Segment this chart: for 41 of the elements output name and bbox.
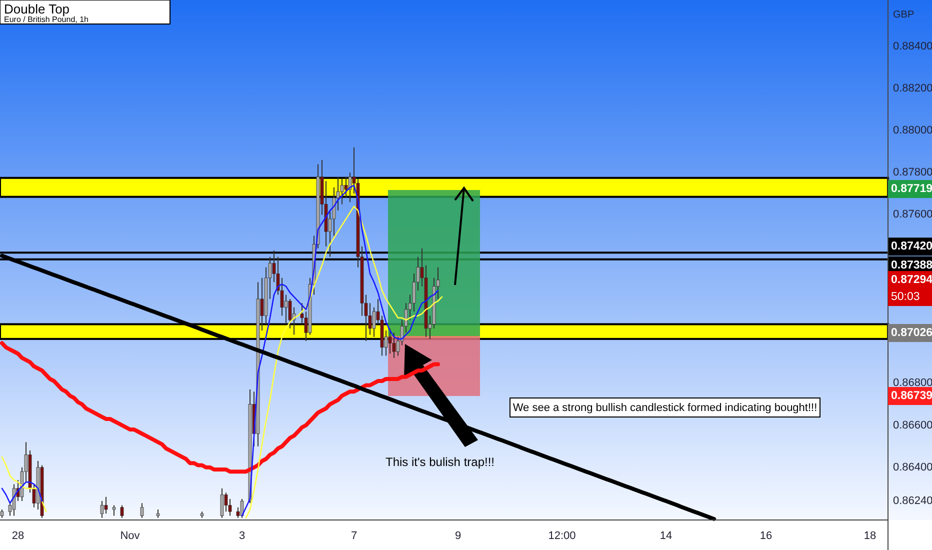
y-tick-label: 0.86240 bbox=[893, 495, 932, 508]
x-tick-label: 9 bbox=[454, 530, 462, 542]
ref-line-label: 0.87388 bbox=[891, 259, 932, 272]
y-tick-label: 0.86600 bbox=[893, 419, 932, 432]
text: 0.87026 bbox=[891, 327, 932, 339]
y-tick-label: 0.87800 bbox=[893, 166, 932, 179]
chart-title: Double Top bbox=[4, 2, 70, 16]
text: 50:03 bbox=[891, 291, 920, 303]
x-tick-label: 28 bbox=[12, 530, 24, 542]
x-tick-label: Nov bbox=[120, 530, 140, 542]
y-tick-label: 0.86400 bbox=[893, 461, 932, 474]
y-tick-label: 0.88200 bbox=[893, 82, 932, 94]
y-tick-label: 0.87600 bbox=[893, 208, 932, 221]
candlestick bbox=[140, 502, 144, 518]
candlestick bbox=[12, 484, 16, 516]
annotation: This it's bulish trap!!! bbox=[386, 455, 494, 469]
x-tick-label: 18 bbox=[864, 530, 876, 542]
candlestick bbox=[220, 488, 224, 518]
y-tick-label: 0.88000 bbox=[893, 124, 932, 137]
candlestick bbox=[388, 328, 392, 354]
candlestick bbox=[344, 176, 348, 198]
text: 0.87719 bbox=[891, 183, 932, 195]
text: Euro / British Pound, 1h bbox=[4, 15, 88, 24]
x-tick-label: 14 bbox=[660, 530, 672, 542]
candlestick bbox=[100, 500, 104, 518]
ref-line-label: 0.87420 bbox=[891, 240, 932, 253]
x-tick-label: 7 bbox=[350, 530, 358, 542]
annotation: We see a strong bullish candlestick formed indicating bought!!! bbox=[512, 402, 818, 414]
y-tick-label: 0.86800 bbox=[893, 377, 932, 390]
candlestick bbox=[104, 496, 108, 514]
candlestick bbox=[120, 504, 124, 518]
candlestick bbox=[224, 492, 228, 512]
candlestick bbox=[112, 504, 116, 516]
x-tick-label: 16 bbox=[760, 530, 772, 542]
candlestick bbox=[284, 294, 288, 325]
candlestick bbox=[392, 332, 396, 358]
text: 0.86739 bbox=[891, 390, 932, 402]
x-tick-label: 3 bbox=[238, 530, 246, 542]
x-tick-label: 12:00 bbox=[548, 530, 576, 542]
y-tick-label: 0.88400 bbox=[893, 40, 932, 52]
y-axis-title: GBP bbox=[893, 10, 914, 20]
